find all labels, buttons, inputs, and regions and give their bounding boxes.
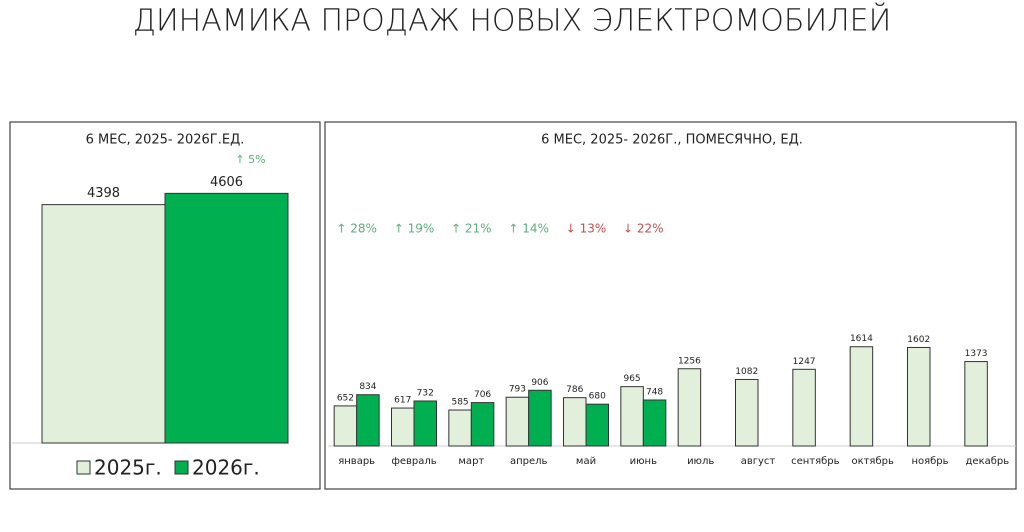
annotation: ↑ 5% [235,153,265,166]
bar [907,346,931,447]
x-tick-label: август [741,456,776,467]
bar [528,389,552,447]
bar [356,394,380,447]
bar [470,402,495,447]
x-tick-label: апрель [510,456,548,467]
value-label: 793 [509,385,526,395]
annotation: ↑ 28% [336,222,377,236]
bar [448,409,472,447]
value-label: 706 [474,390,491,400]
bar [620,386,644,447]
value-label: 1373 [965,349,988,359]
x-tick-label: май [576,456,596,467]
bar [505,396,530,447]
value-label: 4606 [210,175,243,190]
bar [41,204,166,444]
x-tick-label: июнь [630,456,657,467]
x-tick-label: февраль [391,456,436,467]
chart-title: 6 МЕС, 2025- 2026Г., ПОМЕСЯЧНО, ЕД. [541,133,803,148]
value-label: 1082 [735,367,758,377]
x-tick-label: июль [687,456,714,467]
annotation: ↑ 21% [451,222,492,236]
bar [735,378,759,447]
value-label: 1256 [678,356,701,366]
x-tick-label: ноябрь [911,456,948,467]
x-tick-label: сентябрь [791,456,840,467]
value-label: 965 [623,374,640,384]
value-label: 585 [451,398,468,408]
bar [563,397,587,447]
annotation: ↑ 19% [394,222,435,236]
bar [849,346,874,447]
value-label: 834 [359,382,376,392]
bar [964,361,988,447]
value-label: 4398 [87,186,120,201]
annotation: ↑ 14% [508,222,549,236]
value-label: 1614 [850,334,873,344]
annotation: ↓ 13% [566,222,607,236]
bar [585,403,609,447]
slide-title: ДИНАМИКА ПРОДАЖ НОВЫХ ЭЛЕКТРОМОБИЛЕЙ [133,3,892,39]
bar [792,368,816,447]
value-label: 1247 [793,357,816,367]
value-label: 680 [589,392,606,402]
bar [391,407,415,447]
bar [677,368,702,447]
bar [642,399,667,447]
value-label: 1602 [907,335,930,345]
x-tick-label: декабрь [966,456,1010,467]
value-label: 906 [531,378,548,388]
value-label: 748 [646,387,663,397]
bar [164,192,289,444]
bar [413,400,437,447]
value-label: 617 [394,396,411,406]
value-label: 732 [417,388,434,398]
legend-swatch [174,460,189,475]
annotation: ↓ 22% [623,222,664,236]
panel [324,121,1017,490]
chart-title: 6 МЕС, 2025- 2026Г.ЕД. [86,133,245,148]
x-tick-label: март [458,456,484,467]
x-tick-label: январь [338,456,375,467]
value-label: 786 [566,385,583,395]
panel [9,121,321,490]
legend-swatch [76,460,91,475]
legend-label: 2025г. [94,456,162,480]
legend-label: 2026г. [192,456,260,480]
x-tick-label: октябрь [851,456,894,467]
value-label: 652 [337,393,354,403]
bar [333,405,358,447]
